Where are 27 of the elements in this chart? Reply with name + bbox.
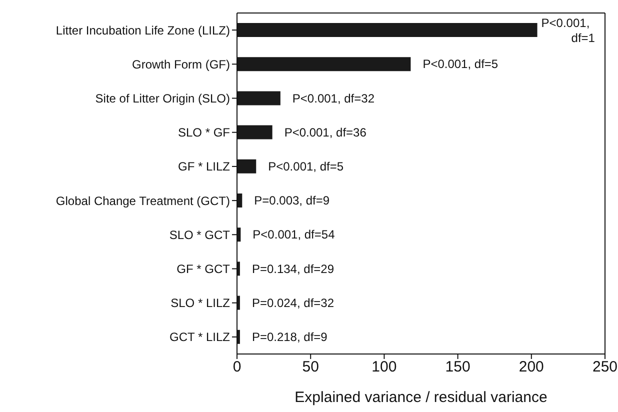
x-tick-label: 50: [302, 358, 319, 376]
x-tick-label: 250: [592, 358, 618, 376]
annotation: P<0.001, df=5: [268, 159, 344, 174]
annotation: P=0.024, df=32: [252, 296, 334, 310]
annotation: P<0.001, df=32: [292, 91, 375, 106]
y-tick-label: Global Change Treatment (GCT): [56, 194, 230, 208]
annotation: P=0.218, df=9: [252, 330, 328, 344]
annotation: P=0.003, df=9: [254, 194, 330, 208]
x-tick-label: 0: [232, 358, 242, 376]
y-tick-label: Site of Litter Origin (SLO): [95, 92, 230, 106]
annotation: P<0.001, df=1: [541, 16, 596, 46]
x-tick-label: 100: [372, 358, 397, 376]
x-tick-label: 200: [518, 358, 544, 376]
y-tick-label: GF * LILZ: [178, 160, 230, 174]
annotation: P<0.001, df=5: [422, 57, 498, 72]
y-tick-label: Growth Form (GF): [132, 57, 230, 72]
y-tick-label: SLO * GCT: [169, 228, 231, 242]
annotation: P<0.001, df=36: [284, 125, 367, 140]
y-tick-label: SLO * GF: [178, 126, 230, 140]
annotation: P<0.001, df=54: [252, 228, 336, 242]
annotation: P=0.134, df=29: [252, 262, 334, 276]
y-tick-label: GF * GCT: [176, 262, 231, 276]
y-tick-label: SLO * LILZ: [170, 296, 230, 310]
x-axis-title: Explained variance / residual variance: [294, 389, 548, 406]
y-tick-label: GCT * LILZ: [170, 330, 230, 344]
x-tick-label: 150: [445, 358, 470, 376]
y-tick-label: Litter Incubation Life Zone (LILZ): [56, 23, 230, 38]
